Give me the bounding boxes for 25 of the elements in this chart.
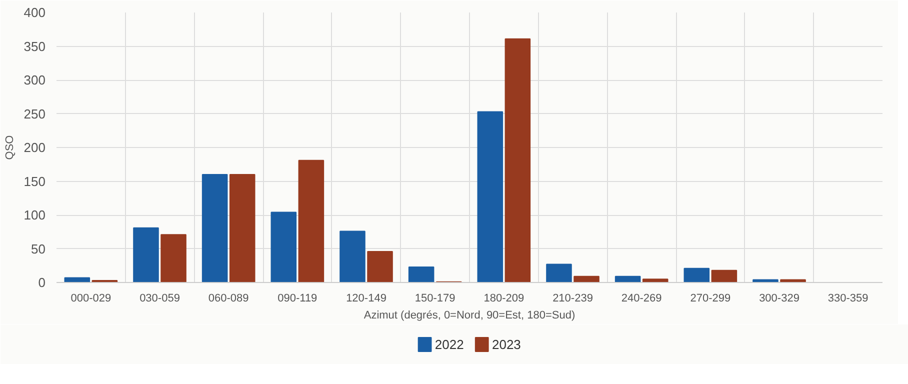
x-axis-title: Azimut (degrés, 0=Nord, 90=Est, 180=Sud)	[364, 310, 576, 322]
x-tick-label: 000-029	[70, 292, 112, 304]
legend-label: 2023	[492, 337, 521, 352]
y-tick-label: 300	[24, 72, 46, 88]
y-axis-title: QSO	[4, 134, 16, 160]
y-tick-label: 200	[24, 140, 46, 155]
y-tick-label: 0	[38, 275, 46, 290]
y-tick-label: 250	[24, 106, 46, 122]
x-tick-label: 240-269	[621, 292, 662, 304]
x-tick-label: 120-149	[346, 292, 386, 304]
x-tick-label: 090-119	[278, 292, 318, 304]
x-tick-label: 270-299	[690, 292, 731, 304]
x-tick-label: 180-209	[484, 292, 524, 304]
y-tick-label: 100	[24, 208, 46, 222]
y-tick-label: 150	[24, 174, 46, 189]
x-tick-label: 300-329	[759, 292, 800, 304]
x-tick-label: 150-179	[414, 292, 456, 304]
x-tick-label: 030-059	[140, 292, 180, 304]
y-tick-label: 50	[31, 241, 46, 256]
x-tick-label: 210-239	[552, 292, 593, 304]
x-tick-label: 330-359	[828, 292, 868, 304]
x-tick-label: 060-089	[208, 292, 249, 304]
legend-label: 2022	[434, 337, 464, 352]
y-tick-label: 400	[24, 5, 46, 20]
y-tick-label: 350	[24, 38, 46, 54]
